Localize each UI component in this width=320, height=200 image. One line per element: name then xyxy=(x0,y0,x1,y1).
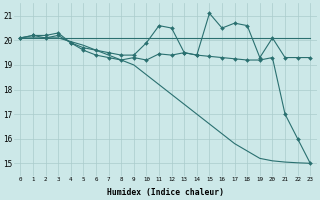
X-axis label: Humidex (Indice chaleur): Humidex (Indice chaleur) xyxy=(107,188,224,197)
